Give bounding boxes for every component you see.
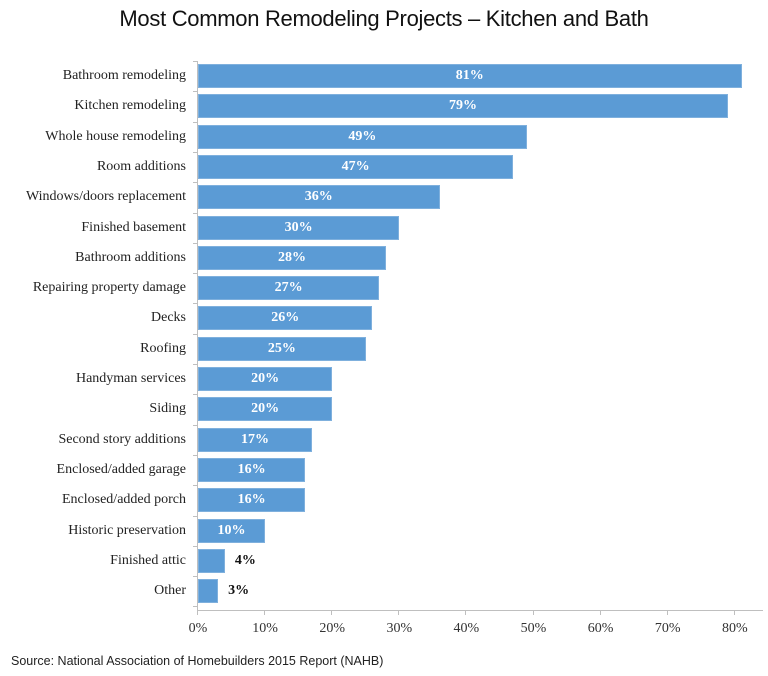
bar-value-label: 26%	[271, 310, 300, 326]
bar-value-label: 20%	[251, 401, 280, 417]
bar	[198, 245, 386, 270]
y-axis-tick	[193, 515, 198, 517]
bar-value-label: 16%	[237, 492, 266, 508]
x-axis-tick-label: 80%	[721, 621, 748, 636]
category-label: Windows/doors replacement	[25, 189, 186, 205]
bar	[198, 548, 225, 573]
bar-value-label: 79%	[449, 98, 478, 114]
y-axis-tick	[193, 333, 198, 335]
x-axis-tick	[733, 610, 735, 615]
bar	[198, 276, 380, 301]
bar	[198, 215, 400, 240]
category-label: Second story additions	[58, 431, 186, 447]
bar-value-label: 16%	[237, 461, 266, 477]
bar-value-label: 25%	[267, 340, 296, 356]
bar-value-label: 81%	[455, 68, 484, 83]
category-label: Bathroom additions	[75, 249, 186, 265]
bar-value-label: 4%	[234, 552, 256, 568]
category-label: Whole house remodeling	[45, 128, 186, 144]
bar	[198, 427, 313, 452]
category-label: Enclosed/added garage	[56, 461, 186, 477]
bar-value-label: 27%	[274, 280, 303, 296]
bar	[198, 518, 266, 543]
x-axis-tick-label: 50%	[520, 621, 547, 636]
y-axis-tick	[193, 394, 198, 396]
x-axis-tick-label: 0%	[188, 621, 208, 636]
y-axis-tick	[193, 485, 198, 487]
category-label: Repairing property damage	[32, 280, 186, 296]
category-label: Finished attic	[110, 552, 186, 568]
y-axis-tick	[193, 454, 198, 456]
bar-value-label: 49%	[348, 128, 377, 144]
bar	[198, 457, 306, 482]
y-axis	[197, 62, 198, 611]
x-axis-tick-label: 40%	[453, 621, 480, 636]
y-axis-tick	[193, 121, 198, 123]
x-axis	[197, 610, 763, 611]
bar	[198, 306, 373, 331]
bar	[198, 124, 527, 149]
bar	[198, 397, 333, 422]
x-axis-tick	[465, 610, 467, 615]
y-axis-tick	[193, 91, 198, 93]
x-axis-tick	[599, 610, 601, 615]
category-label: Other	[154, 583, 186, 599]
bar-value-label: 47%	[341, 158, 370, 174]
y-axis-tick	[193, 212, 198, 214]
source-note: Source: National Association of Homebuil…	[11, 654, 384, 668]
bar	[198, 64, 742, 88]
y-axis-tick	[193, 424, 198, 426]
bar-value-label: 20%	[251, 371, 280, 386]
chart-title: Most Common Remodeling Projects – Kitche…	[119, 6, 649, 31]
category-label: Enclosed/added porch	[61, 492, 186, 508]
x-axis-tick-label: 10%	[252, 621, 278, 636]
x-axis-tick	[398, 610, 400, 615]
category-label: Siding	[149, 401, 186, 417]
y-axis-tick	[193, 151, 198, 153]
bar	[198, 488, 306, 513]
category-label: Roofing	[140, 340, 186, 356]
x-axis-tick	[532, 610, 534, 615]
category-label: Historic preservation	[68, 522, 186, 538]
bar-value-label: 36%	[304, 189, 333, 205]
bar	[198, 367, 333, 391]
category-label: Decks	[151, 310, 186, 326]
bar	[198, 336, 366, 361]
category-label: Finished basement	[81, 219, 186, 235]
y-axis-tick	[193, 61, 198, 62]
y-axis-tick	[193, 576, 198, 578]
category-label: Bathroom remodeling	[62, 68, 186, 83]
bar	[198, 94, 729, 119]
bar-value-label: 10%	[217, 522, 246, 538]
x-axis-tick-label: 30%	[386, 621, 413, 636]
category-label: Kitchen remodeling	[74, 98, 186, 114]
y-axis-tick	[193, 182, 198, 184]
category-label: Handyman services	[75, 371, 186, 386]
bar	[198, 579, 219, 604]
x-axis-tick	[331, 610, 333, 615]
x-axis-tick-label: 20%	[319, 621, 346, 636]
bar-value-label: 28%	[277, 249, 306, 265]
bar	[198, 154, 514, 179]
x-axis-tick-label: 70%	[654, 621, 681, 636]
y-axis-tick	[193, 242, 198, 244]
x-axis-tick	[666, 610, 668, 615]
x-axis-tick	[197, 610, 198, 615]
y-axis-tick	[193, 273, 198, 275]
x-axis-tick-label: 60%	[587, 621, 614, 636]
y-axis-tick	[193, 364, 198, 365]
bar-value-label: 30%	[284, 219, 313, 235]
x-axis-tick	[264, 610, 266, 615]
category-label: Room additions	[96, 158, 186, 174]
bar	[198, 185, 440, 210]
y-axis-tick	[193, 606, 198, 608]
bar-value-label: 3%	[228, 583, 250, 599]
y-axis-tick	[193, 545, 198, 547]
bar-value-label: 17%	[241, 431, 270, 447]
y-axis-tick	[193, 303, 198, 305]
